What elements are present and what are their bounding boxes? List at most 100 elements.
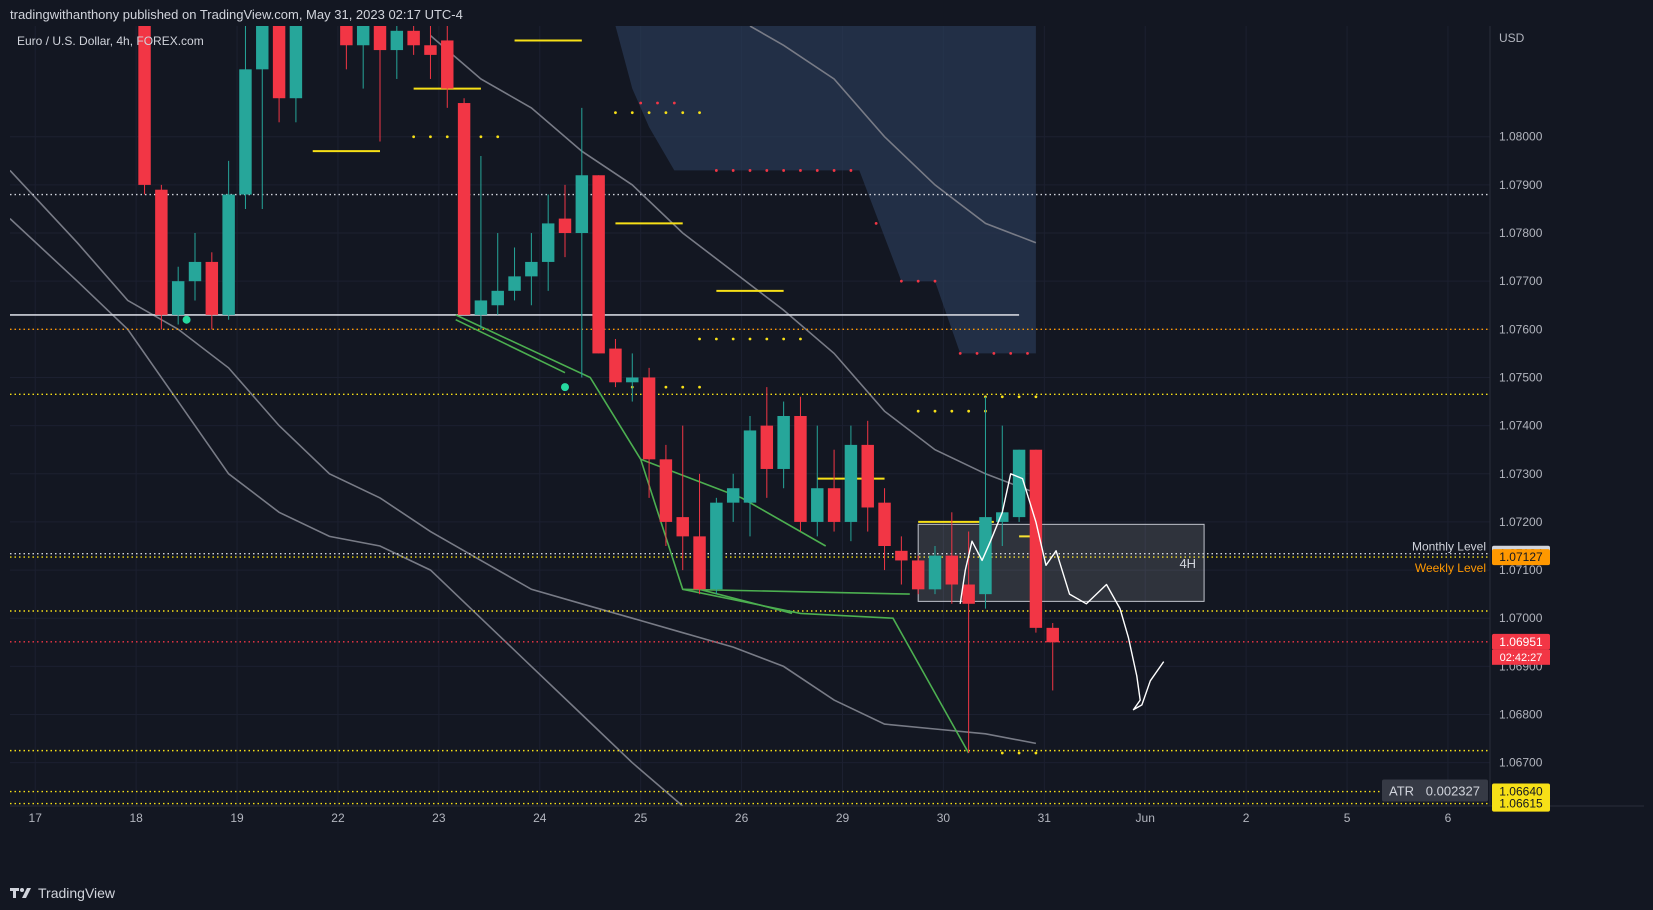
candle-body (1029, 449, 1043, 628)
red-dot (849, 169, 853, 172)
price-chart[interactable]: 4H USD 1.067001.068001.069001.070001.071… (10, 26, 1644, 876)
red-dot (799, 169, 802, 172)
yellow-level-price-a-text: 1.06640 (1499, 785, 1543, 799)
y-tick-label: 1.07000 (1499, 611, 1543, 625)
candle-body (676, 517, 689, 537)
red-dot (748, 169, 752, 172)
yellow-dot (799, 337, 802, 341)
x-tick-label: 5 (1344, 811, 1351, 825)
chart-frame[interactable]: 4H USD 1.06700 1.06800 1.06900 1.07000 1.071… (10, 26, 1644, 876)
red-dot (958, 352, 962, 355)
candle-body (525, 261, 538, 277)
candle-body (743, 430, 757, 503)
y-tick-label: 1.07700 (1499, 274, 1543, 288)
candle-body (155, 189, 168, 315)
candle (777, 401, 790, 489)
candle (390, 26, 404, 79)
candle-body (205, 261, 219, 315)
y-tick-label: 1.07400 (1499, 419, 1543, 433)
candle-body (592, 175, 605, 354)
red-dot (782, 169, 786, 172)
candle (171, 266, 185, 325)
candle (155, 184, 168, 330)
candle (188, 233, 202, 301)
yellow-dot (664, 111, 668, 115)
x-tick-label: 26 (735, 811, 749, 825)
candle-body (844, 444, 858, 522)
candle-body (928, 555, 942, 590)
yellow-dot (967, 409, 971, 413)
red-dot (1026, 352, 1029, 355)
ma-line (429, 34, 1037, 494)
red-dot (975, 352, 979, 355)
zone-box (917, 523, 1205, 602)
atr-box (1382, 779, 1488, 802)
yellow-dot (748, 337, 752, 341)
candle-body (558, 218, 572, 234)
countdown-text: 02:42:27 (1500, 652, 1543, 664)
candle (726, 473, 740, 522)
candle-body (609, 348, 622, 383)
yellow-dot (698, 337, 701, 341)
candle (256, 26, 269, 209)
y-tick-label: 1.07500 (1499, 370, 1543, 384)
candle-body (356, 26, 370, 46)
candle-body (441, 40, 454, 89)
candle (794, 396, 807, 532)
yellow-level-price-a: 1.06640 (1492, 783, 1550, 800)
yellow-dot (950, 409, 954, 413)
candle-body (827, 488, 841, 522)
symbol-title: Euro / U.S. Dollar, 4h, FOREX.com (17, 34, 204, 48)
candle-body (659, 459, 673, 522)
yellow-dot (1017, 395, 1021, 399)
trend-line (640, 458, 827, 547)
candle (441, 26, 454, 108)
yellow-dot (1034, 395, 1038, 399)
last-price-text: 1.06951 (1499, 635, 1543, 649)
candle (996, 425, 1009, 546)
candle (1029, 449, 1043, 633)
red-dot (731, 169, 735, 172)
footer-brand: TradingView (38, 885, 116, 901)
candle (760, 387, 774, 498)
yellow-dot (479, 135, 483, 139)
candle (272, 26, 286, 123)
candle-body (726, 488, 740, 503)
candle (642, 367, 656, 498)
y-tick-label: 1.07300 (1499, 467, 1543, 481)
red-dot (639, 101, 643, 105)
yellow-dot (1000, 395, 1004, 399)
x-tick-label: 17 (29, 811, 43, 825)
atr-value: 0.002327 (1426, 784, 1480, 799)
candle (659, 444, 673, 546)
yellow-level-price-a-bg (1492, 783, 1550, 800)
candle (592, 175, 605, 354)
trend-line (455, 318, 566, 374)
x-tick-label: 22 (331, 811, 345, 825)
last-price: 1.06951 (1492, 633, 1550, 650)
red-dot (1009, 352, 1013, 355)
candle (541, 194, 555, 291)
candle (558, 184, 572, 258)
candle-body (188, 261, 202, 282)
weekly-level-price: 1.07127 (1492, 549, 1550, 566)
red-dot (832, 169, 836, 172)
time-axis: 17 18 19 22 23 24 25 26 29 30 31 Jun 2 5 6 (10, 805, 1644, 825)
y-tick-label: 1.07100 (1499, 563, 1543, 577)
candle-body (491, 290, 504, 306)
candle (878, 488, 891, 571)
candle-body (626, 377, 639, 383)
candle (508, 247, 521, 301)
candle (911, 555, 925, 595)
y-tick-label: 1.07600 (1499, 322, 1543, 336)
candle (609, 338, 622, 388)
trend-line (682, 588, 910, 595)
grid (10, 26, 1490, 806)
yellow-dot (681, 111, 685, 115)
candle-body (407, 30, 420, 46)
candle-body (979, 517, 992, 595)
candle-body (289, 26, 303, 99)
x-tick-label: 29 (836, 811, 850, 825)
projection-drawing (959, 473, 1165, 711)
x-tick-label: 24 (533, 811, 547, 825)
